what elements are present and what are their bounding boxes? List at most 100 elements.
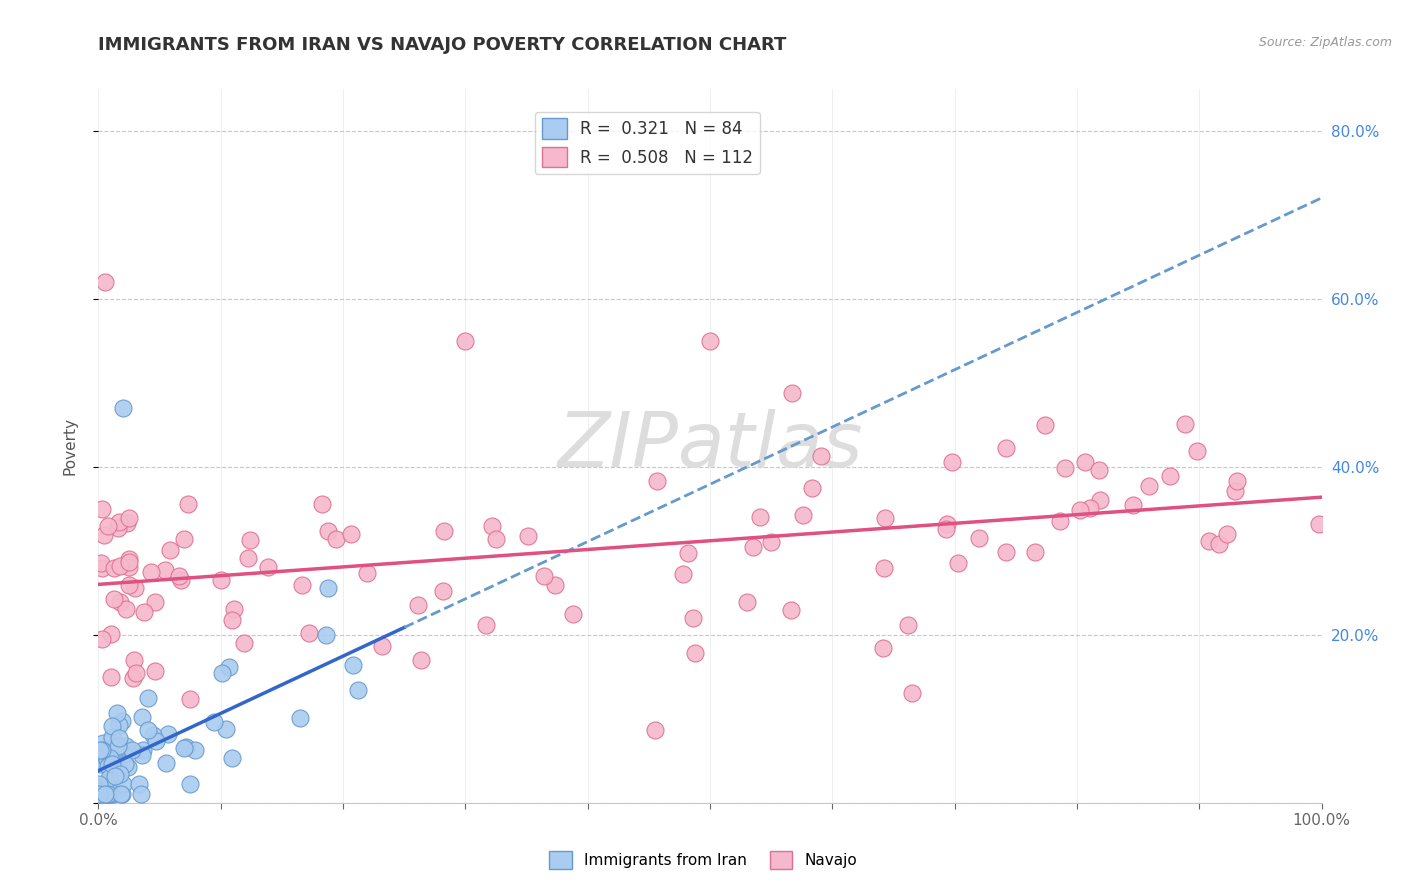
Point — [104, 768, 127, 782]
Point — [121, 671, 143, 685]
Point — [1053, 461, 1076, 475]
Point — [101, 757, 124, 772]
Point — [93, 275, 115, 289]
Point — [110, 767, 132, 781]
Point — [157, 726, 180, 740]
Point — [96, 788, 118, 802]
Point — [91, 736, 114, 750]
Point — [136, 723, 159, 737]
Point — [1226, 474, 1249, 488]
Point — [98, 780, 121, 795]
Point — [108, 559, 131, 574]
Point — [1078, 500, 1101, 515]
Point — [111, 714, 134, 729]
Point — [311, 497, 333, 511]
Point — [173, 532, 195, 546]
Point — [115, 739, 138, 753]
Y-axis label: Poverty: Poverty — [63, 417, 77, 475]
Point — [155, 756, 177, 770]
Point — [93, 528, 115, 542]
Point — [105, 706, 128, 720]
Point — [108, 731, 131, 746]
Point — [87, 776, 110, 790]
Point — [111, 788, 134, 802]
Point — [114, 756, 136, 771]
Point — [176, 497, 198, 511]
Point — [759, 534, 782, 549]
Point — [298, 626, 321, 640]
Point — [432, 524, 454, 538]
Point — [100, 734, 122, 748]
Point — [291, 578, 314, 592]
Point — [100, 670, 122, 684]
Point — [97, 771, 120, 785]
Point — [780, 603, 803, 617]
Point — [645, 474, 668, 488]
Point — [98, 756, 121, 771]
Point — [128, 777, 150, 791]
Point — [153, 563, 176, 577]
Point — [342, 657, 364, 672]
Point — [118, 510, 141, 524]
Point — [110, 595, 132, 609]
Point — [107, 739, 129, 753]
Point — [741, 540, 763, 554]
Point — [100, 778, 122, 792]
Point — [209, 573, 232, 587]
Point — [872, 640, 894, 655]
Point — [967, 531, 990, 545]
Point — [96, 752, 118, 766]
Point — [810, 449, 832, 463]
Point — [218, 660, 240, 674]
Point — [901, 686, 924, 700]
Point — [121, 743, 143, 757]
Point — [98, 773, 121, 788]
Point — [111, 401, 134, 416]
Point — [115, 516, 138, 531]
Point — [432, 583, 454, 598]
Text: ZIPatlas: ZIPatlas — [557, 409, 863, 483]
Point — [485, 533, 508, 547]
Point — [117, 559, 139, 574]
Point — [167, 568, 190, 582]
Point — [118, 578, 141, 592]
Point — [995, 441, 1018, 455]
Point — [115, 602, 138, 616]
Point — [179, 777, 201, 791]
Point — [143, 665, 166, 679]
Point — [1208, 537, 1230, 551]
Point — [108, 515, 131, 529]
Point — [93, 783, 115, 797]
Point — [221, 613, 243, 627]
Point — [946, 556, 969, 570]
Point — [184, 743, 207, 757]
Point — [1174, 417, 1197, 431]
Point — [93, 779, 115, 793]
Point — [91, 502, 114, 516]
Point — [91, 632, 114, 646]
Point — [173, 740, 195, 755]
Point — [239, 533, 262, 547]
Point — [800, 481, 823, 495]
Legend: R =  0.321   N = 84, R =  0.508   N = 112: R = 0.321 N = 84, R = 0.508 N = 112 — [534, 112, 759, 174]
Point — [98, 751, 121, 765]
Point — [748, 509, 770, 524]
Point — [1308, 516, 1330, 531]
Point — [411, 653, 433, 667]
Point — [1088, 492, 1111, 507]
Point — [89, 788, 111, 802]
Point — [87, 788, 110, 802]
Point — [315, 628, 337, 642]
Point — [994, 545, 1017, 559]
Point — [89, 742, 111, 756]
Point — [122, 653, 145, 667]
Point — [316, 581, 339, 595]
Point — [90, 556, 112, 570]
Point — [792, 508, 814, 523]
Point — [1024, 545, 1046, 559]
Point — [737, 594, 759, 608]
Point — [935, 522, 957, 536]
Text: Source: ZipAtlas.com: Source: ZipAtlas.com — [1258, 36, 1392, 49]
Point — [873, 561, 896, 575]
Point — [145, 734, 167, 748]
